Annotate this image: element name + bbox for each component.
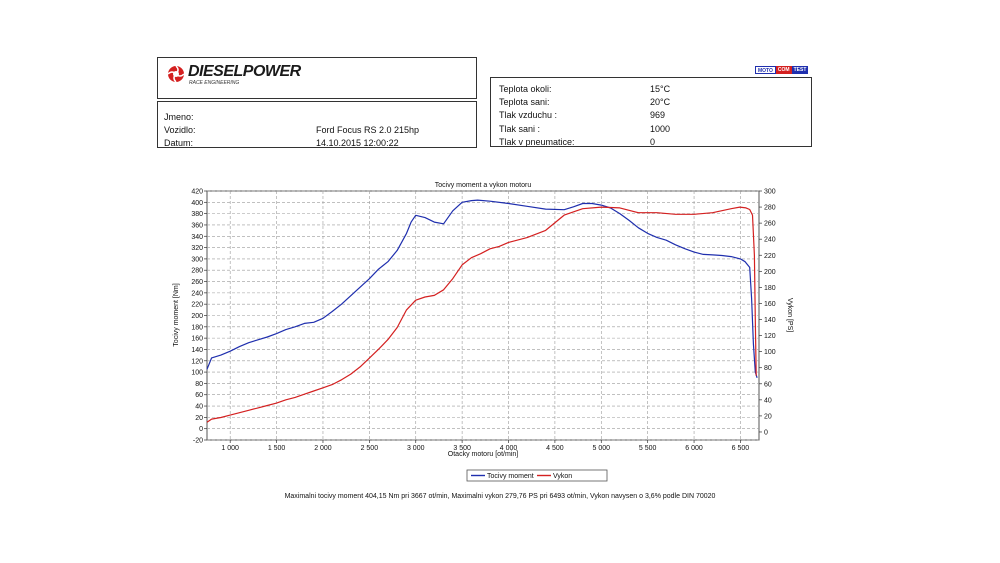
- y-tick-label: 260: [191, 279, 203, 286]
- y-tick-label: 280: [191, 268, 203, 275]
- y-tick-label: 220: [191, 302, 203, 309]
- y-tick-label: 320: [191, 245, 203, 252]
- y-tick-label: 160: [191, 336, 203, 343]
- y2-tick-label: 180: [764, 285, 776, 292]
- brand-logo: DIESELPOWER: [188, 63, 301, 80]
- x-tick-label: 5 000: [593, 445, 611, 452]
- y2-tick-label: 160: [764, 301, 776, 308]
- y2-tick-label: 80: [764, 365, 772, 372]
- air-pressure-label: Tlak vzduchu :: [499, 110, 558, 120]
- y-tick-label: 240: [191, 290, 203, 297]
- intake-pressure-label: Tlak sani :: [499, 124, 541, 134]
- y-tick-label: -20: [193, 438, 203, 445]
- y2-tick-label: 140: [764, 317, 776, 324]
- y-tick-label: 200: [191, 313, 203, 320]
- y2-tick-label: 220: [764, 253, 776, 260]
- y-tick-label: 120: [191, 358, 203, 365]
- torque-line: [206, 199, 758, 378]
- badge-part-2: COM: [775, 66, 792, 74]
- vehicle-label: Vozidlo:: [164, 125, 196, 135]
- y-tick-label: 340: [191, 234, 203, 241]
- y2-tick-label: 60: [764, 381, 772, 388]
- y-tick-label: 140: [191, 347, 203, 354]
- badge-part-3: TEST: [791, 66, 809, 74]
- legend: Tocivy moment Vykon: [466, 469, 608, 482]
- x-tick-label: 2 000: [314, 445, 332, 452]
- intake-pressure-value: 1000: [650, 124, 671, 134]
- x-tick-label: 6 500: [732, 445, 750, 452]
- y2-tick-label: 20: [764, 413, 772, 420]
- air-pressure-value: 969: [650, 110, 666, 120]
- y-tick-label: 0: [199, 426, 203, 433]
- footer-summary: Maximalni tocivy moment 404,15 Nm pri 36…: [284, 493, 716, 500]
- ambient-temp-label: Teplota okoli:: [499, 84, 552, 94]
- y-tick-label: 40: [195, 404, 203, 411]
- y2-tick-label: 260: [764, 221, 776, 228]
- vehicle-value: Ford Focus RS 2.0 215hp: [316, 125, 420, 135]
- y-tick-label: 80: [195, 381, 203, 388]
- legend-label-power: Vykon: [553, 473, 572, 480]
- intake-temp-value: 20°C: [650, 97, 671, 107]
- y-tick-label: 420: [191, 189, 203, 196]
- y-tick-label: 400: [191, 200, 203, 207]
- turbo-logo-icon: [167, 65, 185, 83]
- x-tick-label: 4 500: [546, 445, 564, 452]
- tick-layer: 1 000 1 500 2 000 2 500 3 000 3 500 4 000 4 500…: [191, 189, 775, 453]
- y-tick-label: 100: [191, 370, 203, 377]
- y2-tick-label: 40: [764, 397, 772, 404]
- y-tick-label: 20: [195, 415, 203, 422]
- conditions-box: Teplota okoli: 15°C Teplota sani: 20°C T…: [490, 77, 812, 147]
- tyre-pressure-value: 0: [650, 137, 656, 147]
- date-label: Datum:: [164, 138, 194, 148]
- y2-tick-label: 200: [764, 269, 776, 276]
- power-line: [206, 206, 757, 423]
- date-value: 14.10.2015 12:00:22: [316, 138, 399, 148]
- x-tick-label: 6 000: [685, 445, 703, 452]
- y-axis-title: Tocivy moment [Nm]: [173, 283, 180, 346]
- y-tick-label: 180: [191, 324, 203, 331]
- grid-layer: [207, 190, 759, 441]
- intake-temp-label: Teplota sani:: [499, 97, 550, 107]
- y2-tick-label: 240: [764, 237, 776, 244]
- y-tick-label: 380: [191, 211, 203, 218]
- chart-title: Tocivy moment a vykon motoru: [435, 182, 532, 189]
- x-axis-title: Otacky motoru [ot/min]: [448, 451, 518, 458]
- badge-part-1: MOTO: [755, 66, 776, 74]
- x-tick-label: 3 000: [407, 445, 425, 452]
- vehicle-info-box: Jmeno: Vozidlo: Ford Focus RS 2.0 215hp …: [157, 101, 477, 148]
- y2-tick-label: 100: [764, 349, 776, 356]
- y2-axis-title: Vykon [PS]: [786, 298, 793, 332]
- y2-tick-label: 280: [764, 205, 776, 212]
- legend-label-torque: Tocivy moment: [487, 473, 534, 480]
- x-tick-label: 1 000: [221, 445, 239, 452]
- x-tick-label: 1 500: [268, 445, 286, 452]
- ambient-temp-value: 15°C: [650, 84, 671, 94]
- x-tick-label: 2 500: [361, 445, 379, 452]
- series-layer: [206, 199, 758, 423]
- x-tick-label: 5 500: [639, 445, 657, 452]
- y2-tick-label: 120: [764, 333, 776, 340]
- x-tick-label: 4 000: [500, 445, 518, 452]
- y-tick-label: 360: [191, 222, 203, 229]
- x-tick-label: 3 500: [453, 445, 471, 452]
- brand-subtitle: RACE ENGINEERING: [189, 80, 240, 86]
- y2-tick-label: 0: [764, 429, 768, 436]
- name-label: Jmeno:: [164, 112, 194, 122]
- y2-tick-label: 300: [764, 189, 776, 196]
- y-tick-label: 60: [195, 392, 203, 399]
- logo-box: DIESELPOWER RACE ENGINEERING: [157, 57, 477, 99]
- y-tick-label: 300: [191, 256, 203, 263]
- tyre-pressure-label: Tlak v pneumatice:: [499, 137, 575, 147]
- mototest-badge: MOTO COM TEST: [755, 66, 809, 74]
